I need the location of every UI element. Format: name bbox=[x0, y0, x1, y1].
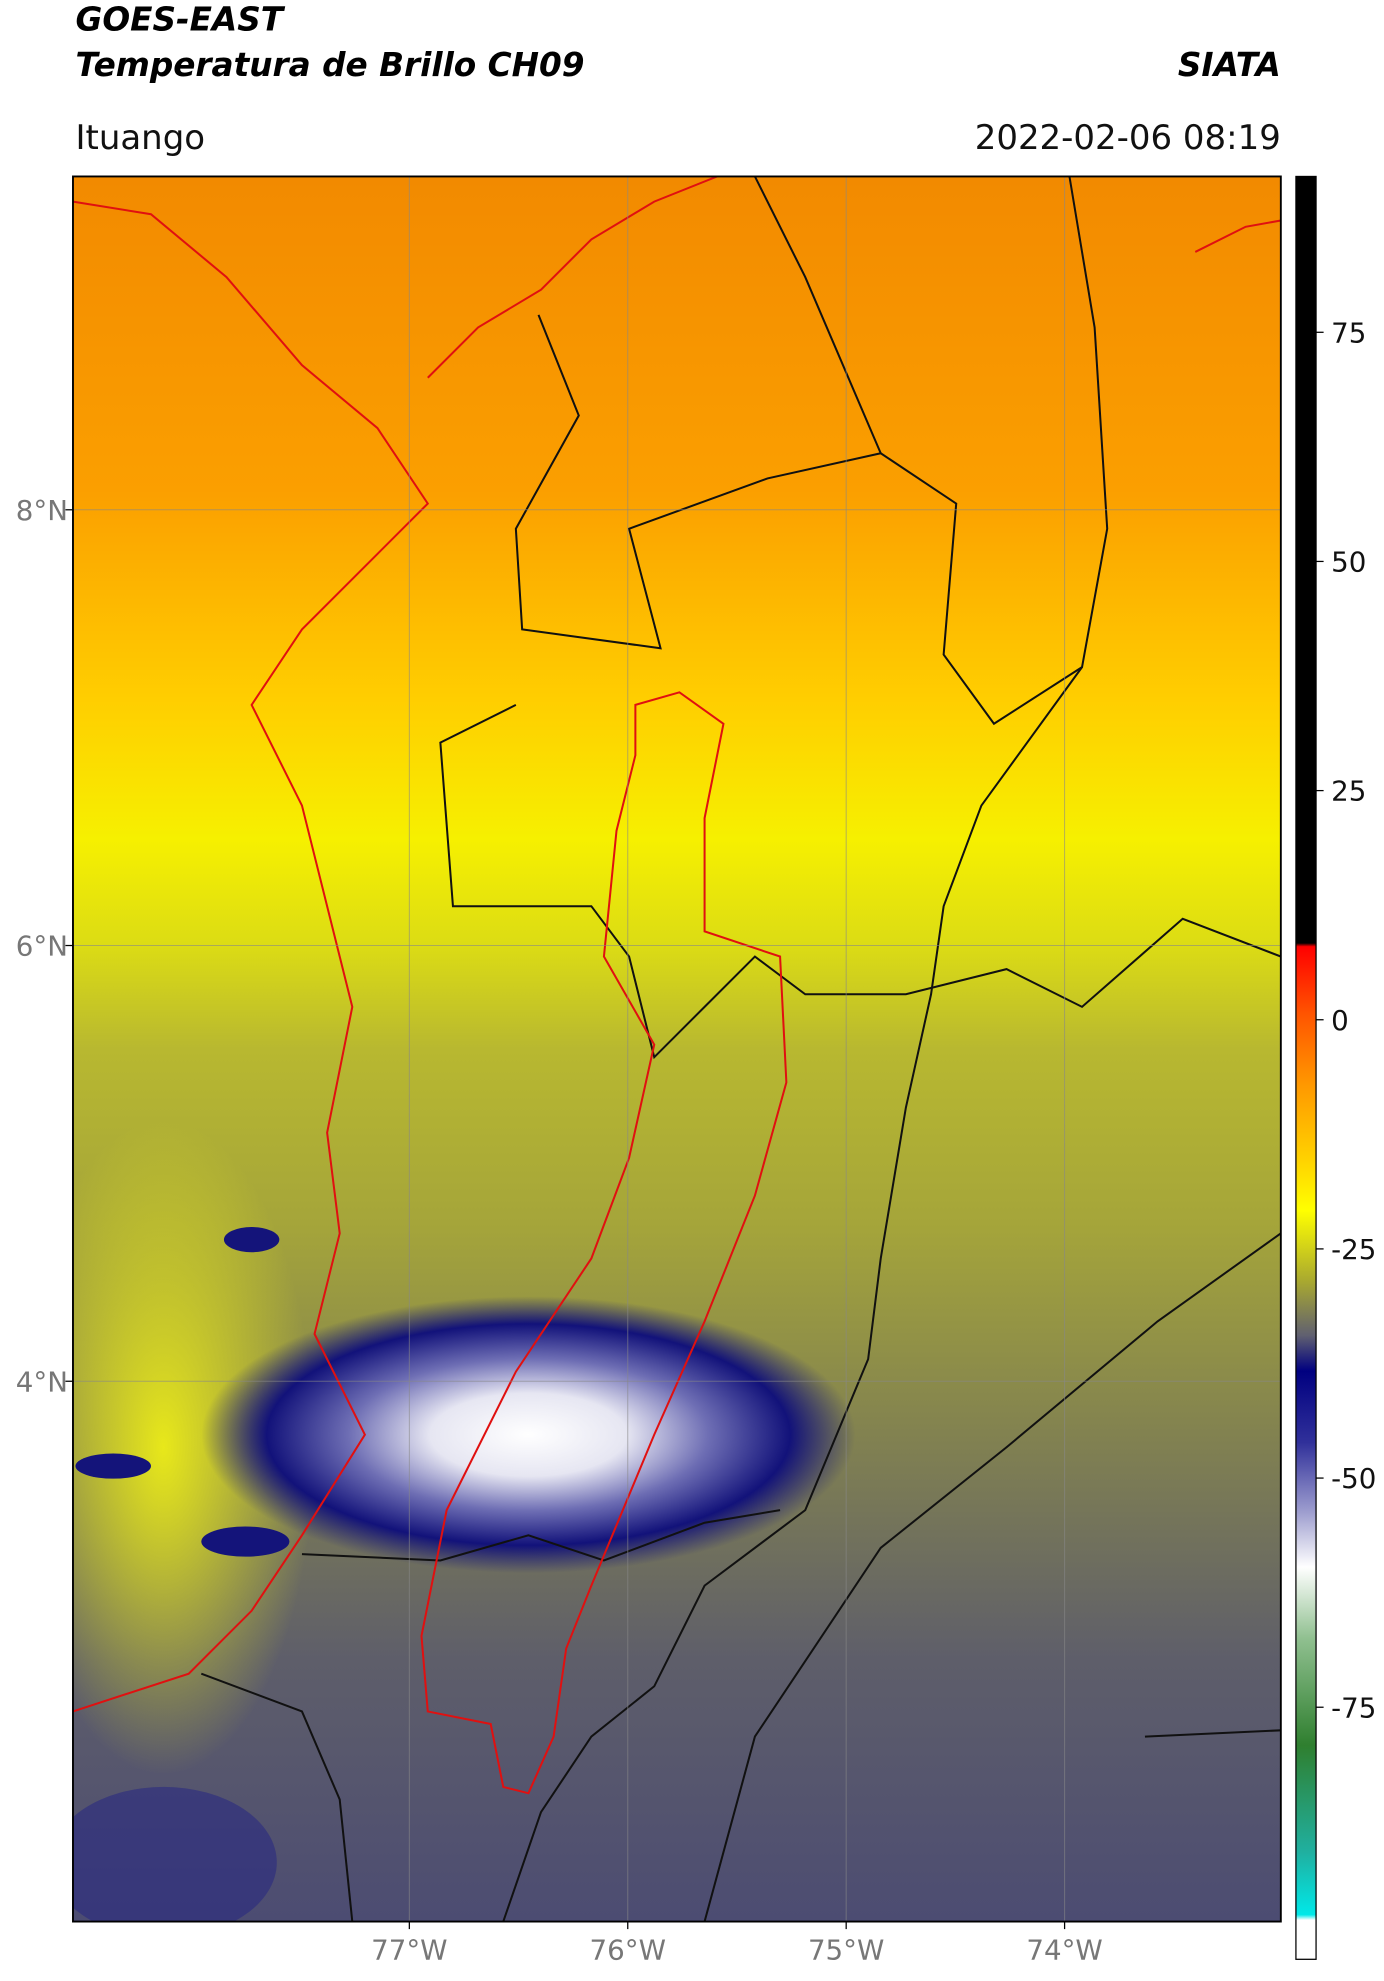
colorbar-tick-label: 75 bbox=[1331, 316, 1366, 349]
colorbar-tick-label: 0 bbox=[1331, 1004, 1349, 1037]
graticule bbox=[72, 176, 1281, 1922]
colorbar-tick-label: -50 bbox=[1331, 1462, 1376, 1495]
colorbar-tick-label: -75 bbox=[1331, 1691, 1376, 1724]
colorbar-tick-label: -25 bbox=[1331, 1233, 1376, 1266]
datetime: 2022-02-06 08:19 bbox=[975, 118, 1281, 158]
x-tick-label: 76°W bbox=[590, 1933, 666, 1966]
y-tick-label: 6°N bbox=[16, 930, 68, 963]
subtitle: Temperatura de Brillo CH09 bbox=[75, 46, 584, 84]
colorbar bbox=[1295, 175, 1317, 1960]
map-image bbox=[72, 176, 1281, 1922]
title: GOES-EAST bbox=[75, 1, 285, 39]
colorbar-tick-label: 50 bbox=[1331, 546, 1366, 579]
y-tick-label: 4°N bbox=[16, 1365, 68, 1398]
x-tick-label: 77°W bbox=[371, 1933, 447, 1966]
source: SIATA bbox=[1178, 46, 1281, 84]
location: Ituango bbox=[75, 118, 205, 158]
x-tick-label: 74°W bbox=[1026, 1933, 1102, 1966]
y-tick-label: 8°N bbox=[16, 494, 68, 527]
map-frame bbox=[72, 175, 1282, 1923]
colorbar-tick-label: 25 bbox=[1331, 775, 1366, 808]
x-tick-label: 75°W bbox=[808, 1933, 884, 1966]
